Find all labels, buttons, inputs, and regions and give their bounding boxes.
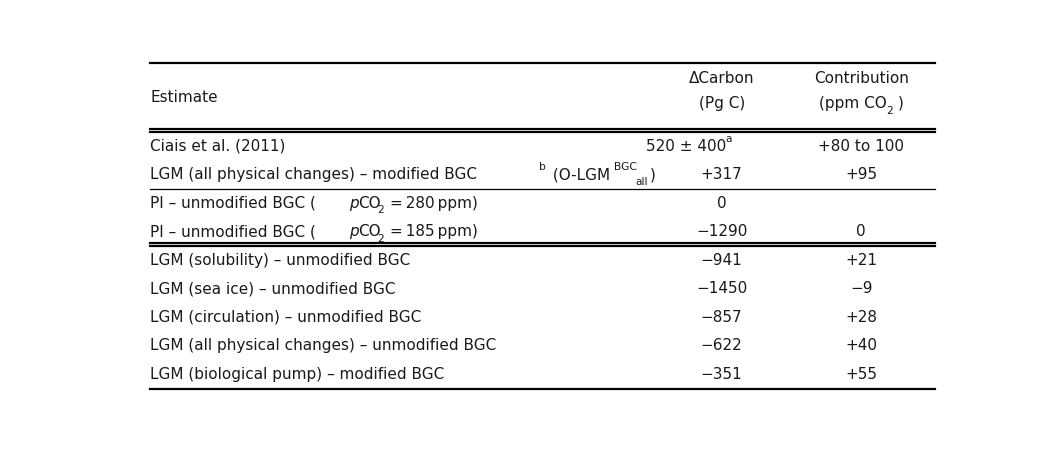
Text: (O-LGM: (O-LGM xyxy=(549,167,610,183)
Text: LGM (biological pump) – modified BGC: LGM (biological pump) – modified BGC xyxy=(150,367,445,382)
Text: b: b xyxy=(539,162,546,172)
Text: LGM (circulation) – unmodified BGC: LGM (circulation) – unmodified BGC xyxy=(150,310,421,325)
Text: = 185 ppm): = 185 ppm) xyxy=(387,225,478,239)
Text: Ciais et al. (2011): Ciais et al. (2011) xyxy=(150,139,286,154)
Text: −857: −857 xyxy=(701,310,742,325)
Text: 2: 2 xyxy=(377,205,383,216)
Text: PI – unmodified BGC (: PI – unmodified BGC ( xyxy=(150,196,317,211)
Text: ΔCarbon: ΔCarbon xyxy=(689,71,754,86)
Text: LGM (all physical changes) – modified BGC: LGM (all physical changes) – modified BG… xyxy=(150,167,478,183)
Text: p: p xyxy=(349,196,359,211)
Text: LGM (all physical changes) – unmodified BGC: LGM (all physical changes) – unmodified … xyxy=(150,338,497,353)
Text: 520 ± 400: 520 ± 400 xyxy=(646,139,725,154)
Text: 2: 2 xyxy=(886,106,893,116)
Text: −351: −351 xyxy=(701,367,742,382)
Text: LGM (solubility) – unmodified BGC: LGM (solubility) – unmodified BGC xyxy=(150,253,411,268)
Text: +317: +317 xyxy=(701,167,742,183)
Text: +55: +55 xyxy=(845,367,877,382)
Text: BGC: BGC xyxy=(614,162,638,172)
Text: 2: 2 xyxy=(377,234,383,244)
Text: p: p xyxy=(349,225,359,239)
Text: +80 to 100: +80 to 100 xyxy=(819,139,904,154)
Text: ): ) xyxy=(650,167,656,183)
Text: −622: −622 xyxy=(701,338,742,353)
Text: +21: +21 xyxy=(845,253,877,268)
Text: ): ) xyxy=(898,96,903,111)
Text: +95: +95 xyxy=(845,167,877,183)
Text: Estimate: Estimate xyxy=(150,90,218,105)
Text: = 280 ppm): = 280 ppm) xyxy=(387,196,478,211)
Text: a: a xyxy=(725,134,732,144)
Text: −941: −941 xyxy=(701,253,742,268)
Text: LGM (sea ice) – unmodified BGC: LGM (sea ice) – unmodified BGC xyxy=(150,281,396,296)
Text: all: all xyxy=(635,177,648,187)
Text: (ppm CO: (ppm CO xyxy=(819,96,886,111)
Text: +28: +28 xyxy=(845,310,877,325)
Text: CO: CO xyxy=(358,196,381,211)
Text: +40: +40 xyxy=(845,338,877,353)
Text: (Pg C): (Pg C) xyxy=(699,96,744,111)
Text: 0: 0 xyxy=(717,196,726,211)
Text: PI – unmodified BGC (: PI – unmodified BGC ( xyxy=(150,225,317,239)
Text: −1290: −1290 xyxy=(696,225,748,239)
Text: −1450: −1450 xyxy=(696,281,748,296)
Text: Contribution: Contribution xyxy=(813,71,909,86)
Text: 0: 0 xyxy=(857,225,866,239)
Text: −9: −9 xyxy=(850,281,873,296)
Text: CO: CO xyxy=(358,225,381,239)
